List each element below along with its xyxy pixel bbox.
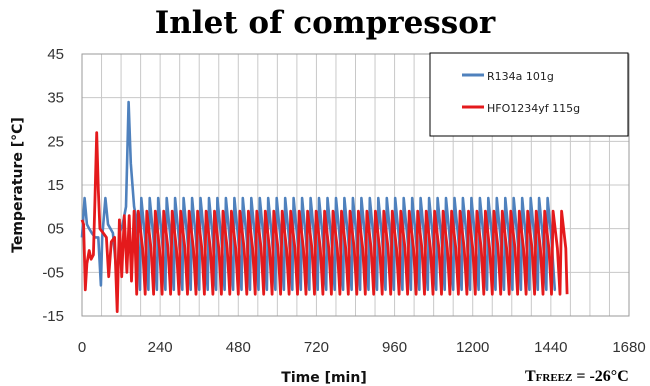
x-tick-label: 960 [382,339,407,356]
y-axis-label: Temperature [°C] [10,117,26,253]
y-tick-label: 15 [47,177,64,194]
y-tick-label: 25 [47,133,64,150]
x-tick-label: 1200 [456,339,489,356]
legend-box [429,52,629,137]
tfreez-value: = -26°C [572,368,628,385]
x-tick-label: 1680 [612,339,645,356]
legend-label-hfo1234yf: HFO1234yf 115g [487,102,580,115]
plot-frame [81,53,630,317]
y-tick-label: 45 [47,46,64,63]
x-axis-ticks: 0 240 480 720 960 1200 1440 1680 [78,339,646,356]
x-tick-label: 240 [148,339,173,356]
legend-label-r134a: R134a 101g [487,70,554,83]
x-tick-label: 0 [78,339,86,356]
y-tick-label: -05 [42,264,64,281]
tfreez-annotation: TFREEZ = -26°C [525,368,629,385]
legend: R134a 101g HFO1234yf 115g [429,52,629,137]
series-layer [80,100,569,313]
x-tick-label: 480 [226,339,251,356]
y-tick-label: 35 [47,90,64,107]
chart-title: Inlet of compressor [155,5,496,41]
tfreez-symbol: T [525,368,536,385]
x-tick-label: 1440 [534,339,567,356]
x-tick-label: 720 [304,339,329,356]
y-axis-ticks: -15 -05 05 15 25 35 45 [42,46,64,325]
y-tick-label: -15 [42,308,64,325]
y-tick-label: 05 [47,221,64,238]
tfreez-subscript: FREEZ [536,372,573,384]
series-line-hfo1234yf [80,131,569,313]
x-axis-label: Time [min] [281,370,366,386]
